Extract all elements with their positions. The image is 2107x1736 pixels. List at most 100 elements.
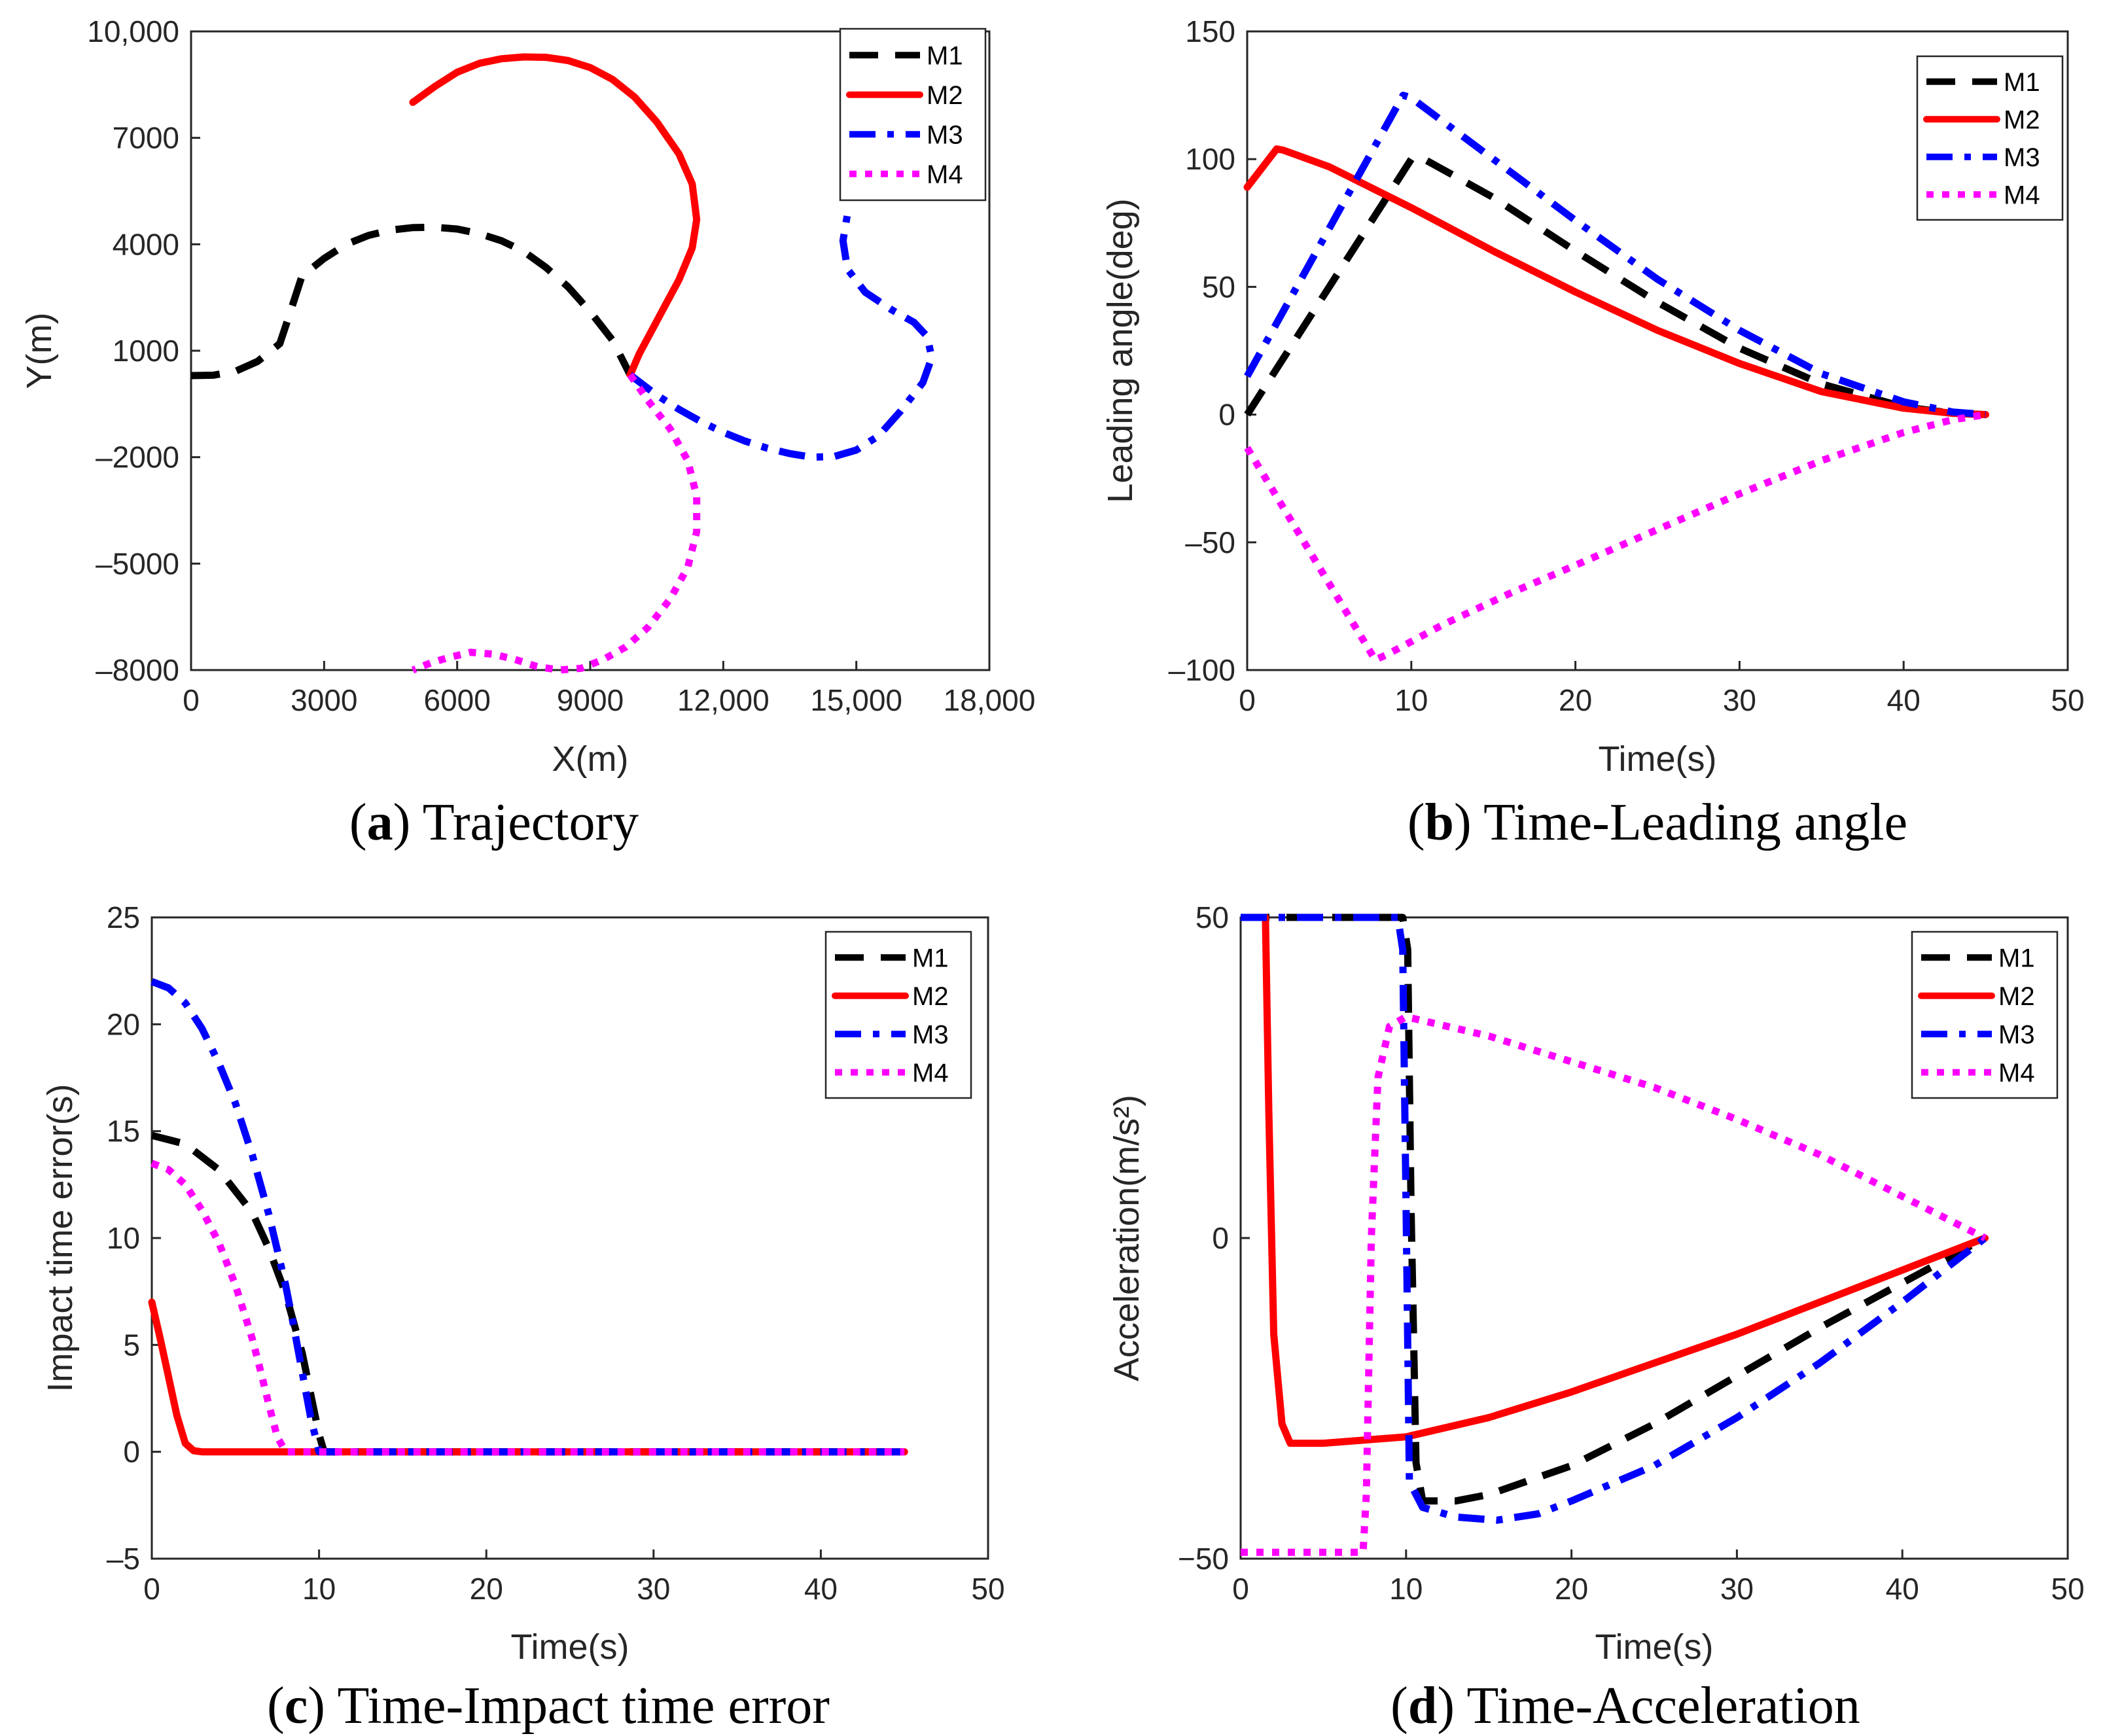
- panel-a-caption: (a) Trajectory: [349, 794, 639, 851]
- panel-b-plot-frame: [1246, 30, 2069, 671]
- panel-a-x-tick-label: 18,000: [944, 683, 1036, 717]
- panel-a-trajectory-chart: 0 3000 6000 9000 12,000 15,000 18,000 –8000 –50…: [20, 14, 1035, 851]
- panel-b-x-tick-label: 30: [1723, 683, 1756, 717]
- panel-b-x-axis-label: Time(s): [1599, 739, 1717, 779]
- panel-d-series-m4-line: [1241, 1013, 1987, 1556]
- panel-d-x-tick-label: 40: [1886, 1572, 1919, 1606]
- panel-b-leading-angle-chart: 0 10 20 30 40 50 –100 –50 0 50 100 150 Time(s) Lea…: [1101, 14, 2085, 851]
- panel-c-y-tick-label: 20: [107, 1007, 140, 1041]
- panel-d-x-tick-label: 50: [2051, 1572, 2084, 1606]
- panel-c-series-m1-line: [150, 1131, 905, 1456]
- panel-b-legend: M1 M2 M3 M4: [1916, 55, 2064, 221]
- panel-a-caption-letter: a: [367, 794, 393, 851]
- panel-c-legend-label-m3: M3: [912, 1020, 949, 1049]
- panel-b-series-lines: [1243, 92, 1990, 664]
- panel-d-series-m3-line: [1241, 913, 1987, 1524]
- panel-a-y-ticks: –8000 –5000 –2000 1000 4000 7000 10,000: [87, 14, 200, 687]
- panel-b-y-ticks: –100 –50 0 50 100 150: [1169, 14, 1256, 687]
- panel-b-x-tick-label: 40: [1887, 683, 1921, 717]
- panel-d-legend-label-m4: M4: [1998, 1059, 2035, 1088]
- panel-a-y-tick-label: 7000: [113, 121, 179, 155]
- panel-c-legend-label-m2: M2: [912, 982, 949, 1011]
- panel-a-y-tick-label: –8000: [96, 653, 179, 687]
- panel-b-legend-label-m1: M1: [2004, 68, 2040, 97]
- panel-c-y-tick-label: 25: [107, 900, 140, 934]
- panel-a-x-tick-label: 0: [183, 683, 200, 717]
- panel-a-x-tick-label: 6000: [423, 683, 490, 717]
- panel-a-series-m1-line: [190, 223, 633, 380]
- panel-a-y-axis-label: Y(m): [20, 313, 59, 389]
- panel-c-y-axis-label: Impact time error(s): [41, 1084, 80, 1392]
- panel-a-x-tick-label: 9000: [557, 683, 624, 717]
- panel-c-y-tick-label: 10: [107, 1221, 140, 1255]
- panel-b-series-m1-line: [1244, 152, 1986, 419]
- panel-c-caption-text: Time-Impact time error: [337, 1677, 829, 1735]
- panel-c-caption: (c) Time-Impact time error: [267, 1677, 830, 1735]
- panel-c-caption-letter: c: [285, 1677, 308, 1735]
- panel-d-series-m2-line: [1262, 913, 1989, 1447]
- panel-b-caption-text: Time-Leading angle: [1483, 794, 1907, 851]
- panel-c-legend-label-m4: M4: [912, 1059, 949, 1088]
- panel-b-y-tick-label: –100: [1169, 653, 1235, 687]
- panel-a-y-tick-label: 10,000: [87, 14, 179, 48]
- panel-d-legend-label-m1: M1: [1998, 944, 2035, 972]
- panel-c-x-tick-label: 50: [971, 1572, 1004, 1606]
- panel-d-legend-label-m2: M2: [1998, 982, 2035, 1011]
- panel-c-series-m4-line: [150, 1160, 905, 1456]
- panel-b-caption: (b) Time-Leading angle: [1408, 794, 1907, 851]
- panel-d-legend: M1 M2 M3 M4: [1911, 930, 2059, 1099]
- panel-c-x-tick-label: 40: [804, 1572, 838, 1606]
- panel-c-y-tick-label: 15: [107, 1114, 140, 1148]
- panel-a-x-ticks: 0 3000 6000 9000 12,000 15,000 18,000: [183, 661, 1035, 717]
- panel-d-x-tick-label: 20: [1555, 1572, 1588, 1606]
- panel-d-x-tick-label: 10: [1389, 1572, 1423, 1606]
- panel-b-legend-label-m3: M3: [2004, 143, 2040, 172]
- panel-b-x-tick-label: 50: [2051, 683, 2084, 717]
- panel-c-legend-label-m1: M1: [912, 944, 949, 972]
- panel-c-x-tick-label: 0: [143, 1572, 160, 1606]
- panel-a-y-tick-label: –5000: [96, 546, 179, 580]
- panel-d-caption-text: Time-Acceleration: [1467, 1677, 1860, 1735]
- panel-a-legend-label-m4: M4: [927, 160, 963, 189]
- panel-b-legend-label-m2: M2: [2004, 105, 2040, 134]
- panel-c-legend: M1 M2 M3 M4: [824, 930, 972, 1099]
- panel-d-caption-letter: d: [1408, 1677, 1438, 1735]
- panel-b-x-tick-label: 20: [1559, 683, 1592, 717]
- panel-a-y-tick-label: 1000: [113, 334, 179, 368]
- panel-a-x-tick-label: 15,000: [810, 683, 902, 717]
- panel-d-x-tick-label: 30: [1720, 1572, 1754, 1606]
- panel-b-y-tick-label: 50: [1202, 270, 1235, 304]
- panel-d-y-ticks: −50 0 50: [1178, 900, 1250, 1576]
- panel-d-x-axis-label: Time(s): [1595, 1627, 1714, 1667]
- panel-c-y-tick-label: 0: [123, 1435, 140, 1469]
- panel-a-series-m2-line: [409, 53, 701, 379]
- panel-a-caption-text: Trajectory: [423, 794, 639, 851]
- panel-b-series-m2-line: [1243, 145, 1990, 419]
- panel-d-x-ticks: 0 10 20 30 40 50: [1232, 1550, 2085, 1606]
- panel-a-y-tick-label: –2000: [96, 440, 179, 474]
- panel-b-x-ticks: 0 10 20 30 40 50: [1239, 661, 2085, 717]
- panel-b-series-m4-line: [1244, 411, 1987, 664]
- panel-c-x-tick-label: 20: [470, 1572, 503, 1606]
- panel-a-series-lines: [190, 53, 936, 674]
- panel-d-y-axis-label: Acceleration(m/s²): [1107, 1095, 1146, 1381]
- panel-c-y-tick-label: –5: [107, 1542, 140, 1576]
- panel-b-caption-letter: b: [1425, 794, 1454, 851]
- panel-c-series-lines: [148, 978, 908, 1456]
- panel-d-y-tick-label: 0: [1212, 1221, 1229, 1255]
- panel-b-series-m3-line: [1244, 92, 1987, 419]
- panel-b-y-tick-label: –50: [1185, 525, 1235, 559]
- panel-b-y-tick-label: 100: [1185, 142, 1235, 176]
- panel-c-x-ticks: 0 10 20 30 40 50: [143, 1550, 1005, 1606]
- panel-b-x-tick-label: 10: [1394, 683, 1428, 717]
- panel-d-series-m1-line: [1241, 913, 1987, 1505]
- panel-d-x-tick-label: 0: [1232, 1572, 1249, 1606]
- panel-d-series-lines: [1241, 913, 1989, 1556]
- panel-a-series-m3-line: [628, 213, 936, 461]
- panel-a-legend: M1 M2 M3 M4: [839, 27, 987, 202]
- panel-a-x-tick-label: 3000: [291, 683, 357, 717]
- panel-c-x-axis-label: Time(s): [511, 1627, 629, 1667]
- panel-d-y-tick-label: 50: [1195, 900, 1229, 934]
